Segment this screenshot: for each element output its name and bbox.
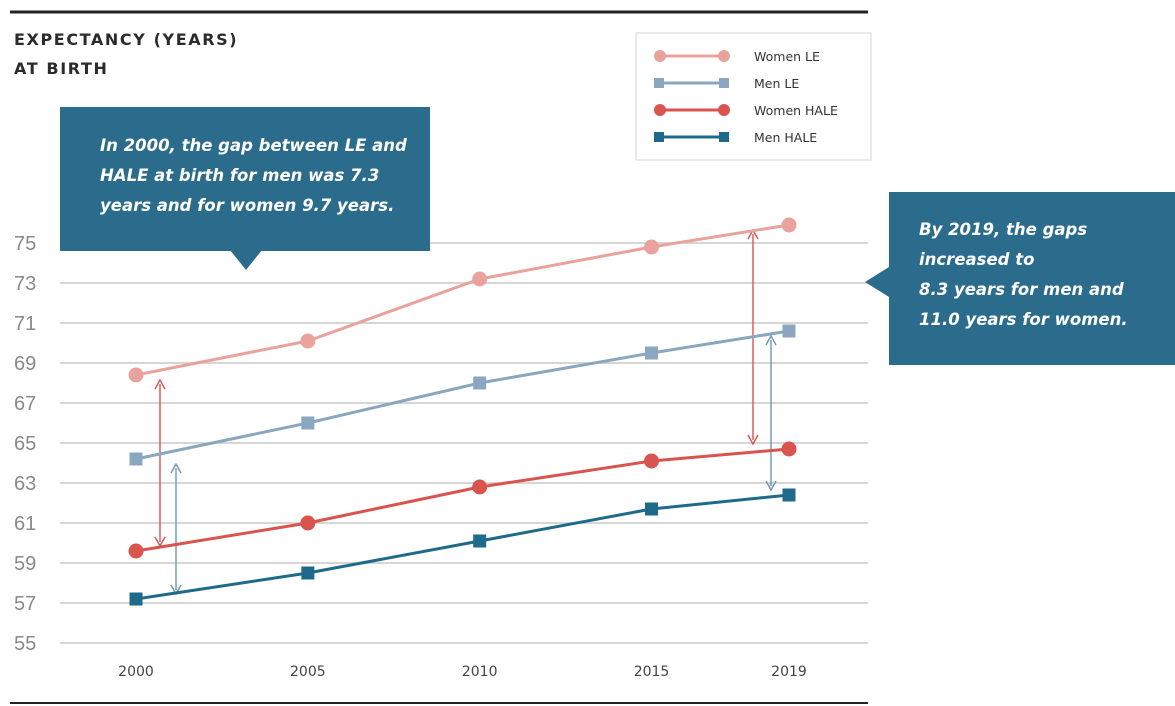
data-point [128, 367, 144, 383]
legend-marker [654, 104, 666, 116]
series-line [135, 493, 790, 601]
x-tick-label: 2015 [634, 664, 670, 680]
gridlines [60, 242, 868, 644]
data-point [644, 239, 660, 255]
legend: Women LE Men LE Women HALE Men HALE [635, 32, 872, 161]
y-tick-label: 65 [14, 433, 36, 455]
x-tick-label: 2010 [462, 664, 498, 680]
data-point [129, 592, 143, 606]
legend-label: Women HALE [754, 103, 838, 118]
y-axis-ticks: 55 57 59 61 63 65 67 69 71 73 75 [14, 233, 36, 655]
series-line [135, 329, 790, 461]
data-point [473, 376, 487, 390]
y-tick-label: 55 [14, 633, 36, 655]
callout-left: In 2000, the gap between LE and HALE at b… [60, 107, 430, 270]
y-tick-label: 71 [14, 313, 36, 335]
y-tick-label: 61 [14, 513, 36, 535]
callout-line: increased to [919, 250, 1034, 269]
chart-title-text: EXPECTANCY (YEARS) AT BIRTH [14, 30, 238, 78]
y-tick-label: 73 [14, 273, 36, 295]
data-point [300, 515, 316, 531]
legend-label: Men HALE [754, 130, 817, 145]
callout-line: 11.0 years for women. [919, 310, 1128, 329]
y-tick-label: 63 [14, 473, 36, 495]
series-line [135, 447, 790, 553]
y-tick-label: 75 [14, 233, 36, 255]
y-tick-label: 59 [14, 553, 36, 575]
data-point [782, 324, 796, 338]
data-point [782, 488, 796, 502]
callout-right-box [889, 192, 1175, 365]
x-axis-ticks: 2000 2005 2010 2015 2019 [118, 664, 807, 680]
legend-marker [654, 78, 664, 88]
callout-left-box [60, 107, 430, 251]
data-point [644, 453, 660, 469]
x-tick-label: 2019 [771, 664, 807, 680]
legend-label: Women LE [754, 49, 820, 64]
data-point [473, 534, 487, 548]
data-point [781, 217, 797, 233]
data-point [781, 441, 797, 457]
legend-marker [719, 132, 729, 142]
callout-line: In 2000, the gap between LE and [100, 136, 407, 155]
data-point [301, 416, 315, 430]
legend-marker [654, 50, 666, 62]
gap-arrow-head [747, 434, 759, 446]
callout-line: By 2019, the gaps [919, 220, 1087, 239]
data-point [129, 452, 143, 466]
chart-title: EXPECTANCY (YEARS) AT BIRTH [14, 30, 238, 78]
data-point [472, 271, 488, 287]
callout-line: 8.3 years for men and [919, 280, 1124, 299]
callout-text: In 2000, the gap between LE and HALE at b… [100, 136, 407, 215]
gap-arrow-head [765, 334, 777, 346]
callout-line: years and for women 9.7 years. [100, 196, 394, 215]
callout-line: HALE at birth for men was 7.3 [100, 166, 379, 185]
gap-arrows [154, 228, 777, 596]
data-point [472, 479, 488, 495]
legend-marker [654, 132, 664, 142]
callout-left-pointer [230, 250, 262, 270]
y-tick-label: 69 [14, 353, 36, 375]
legend-marker [718, 50, 730, 62]
chart-title-line: EXPECTANCY (YEARS) [14, 30, 238, 49]
y-tick-label: 67 [14, 393, 36, 415]
data-point [300, 333, 316, 349]
callout-right: By 2019, the gaps increased to 8.3 years f… [865, 192, 1175, 365]
legend-label: Men LE [754, 76, 799, 91]
data-point [128, 543, 144, 559]
gap-arrow-head [765, 480, 777, 492]
gap-arrow-head [154, 378, 166, 390]
callout-right-pointer [865, 267, 889, 297]
chart-title-line: AT BIRTH [14, 59, 108, 78]
x-tick-label: 2000 [118, 664, 154, 680]
data-point [645, 346, 659, 360]
legend-marker [718, 104, 730, 116]
x-tick-label: 2005 [290, 664, 326, 680]
legend-marker [719, 78, 729, 88]
callout-text: By 2019, the gaps increased to 8.3 years f… [919, 220, 1128, 329]
legend-box [635, 32, 872, 161]
data-point [301, 566, 315, 580]
gap-arrow-head [170, 462, 182, 474]
series-layer [128, 217, 797, 606]
y-tick-label: 57 [14, 593, 36, 615]
data-point [645, 502, 659, 516]
